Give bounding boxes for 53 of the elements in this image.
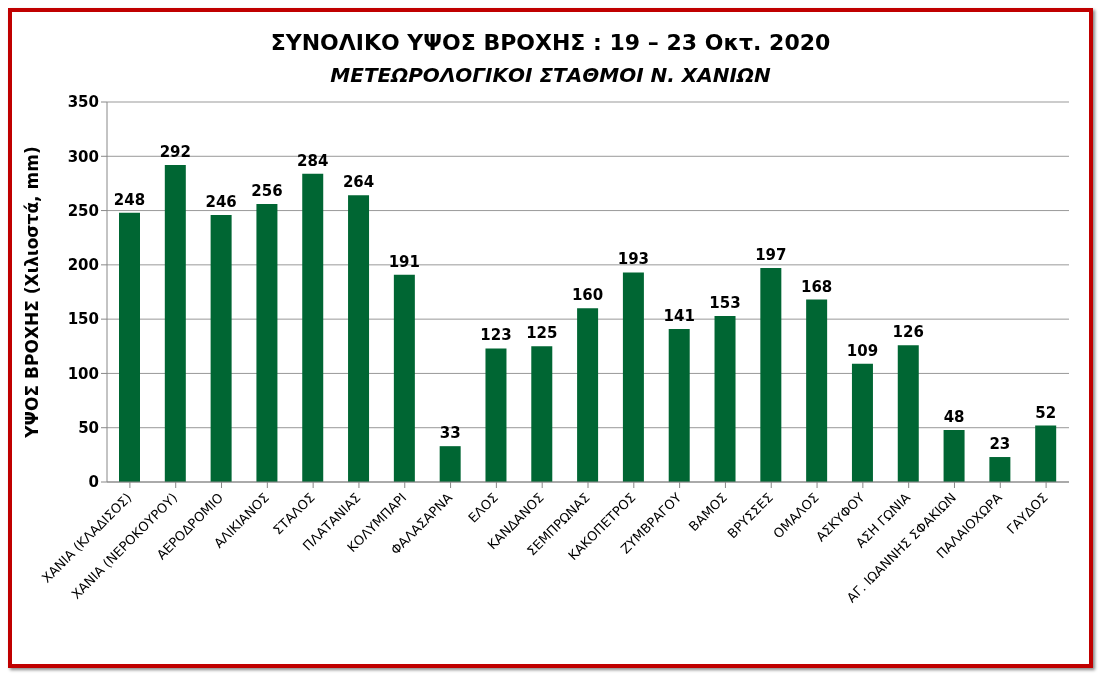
bar xyxy=(485,348,507,482)
bar xyxy=(851,363,873,482)
data-label: 168 xyxy=(800,277,833,296)
y-tick-label: 350 xyxy=(67,93,99,112)
y-axis-title: ΥΨΟΣ ΒΡΟΧΗΣ (Χιλιοστά, mm) xyxy=(22,146,43,439)
y-tick-label: 50 xyxy=(78,419,99,438)
data-label: 23 xyxy=(989,435,1011,454)
bar xyxy=(393,274,415,482)
data-label: 248 xyxy=(113,190,146,209)
bar xyxy=(119,212,140,482)
y-tick-label: 200 xyxy=(67,256,99,275)
data-label: 52 xyxy=(1035,403,1057,422)
bar xyxy=(668,328,690,482)
bar xyxy=(760,268,782,482)
y-tick-label: 0 xyxy=(88,473,99,492)
bar xyxy=(210,214,232,482)
chart-subtitle: ΜΕΤΕΩΡΟΛΟΓΙΚΟΙ ΣΤΑΘΜΟΙ Ν. ΧΑΝΙΩΝ xyxy=(329,63,772,87)
bar xyxy=(943,429,965,482)
bar xyxy=(256,204,278,482)
data-label: 33 xyxy=(439,424,461,443)
y-tick-label: 300 xyxy=(67,147,99,166)
bar xyxy=(164,164,186,482)
data-label: 153 xyxy=(709,293,741,312)
bar xyxy=(577,308,599,482)
bar xyxy=(989,457,1011,482)
data-label: 246 xyxy=(205,192,237,211)
data-label: 292 xyxy=(159,142,191,161)
data-label: 193 xyxy=(617,250,650,269)
data-label: 284 xyxy=(297,151,329,170)
data-label: 160 xyxy=(571,286,604,305)
y-tick-label: 150 xyxy=(67,310,99,329)
y-tick-label: 100 xyxy=(67,364,99,383)
bar xyxy=(302,173,324,482)
y-tick-label: 250 xyxy=(67,201,99,220)
bar xyxy=(439,446,461,482)
chart-title: ΣΥΝΟΛΙΚΟ ΥΨΟΣ ΒΡΟΧΗΣ : 19 – 23 Οκτ. 2020 xyxy=(269,30,832,55)
data-label: 126 xyxy=(892,323,924,342)
data-label: 191 xyxy=(388,252,421,271)
bar xyxy=(1035,425,1057,482)
bar xyxy=(348,195,370,482)
data-label: 48 xyxy=(943,407,965,426)
data-label: 109 xyxy=(846,341,879,360)
bar xyxy=(806,299,828,482)
bar xyxy=(531,346,553,482)
bar xyxy=(714,315,736,482)
bar xyxy=(622,272,644,482)
data-label: 123 xyxy=(480,326,512,345)
data-label: 141 xyxy=(663,306,695,325)
data-label: 256 xyxy=(251,182,283,201)
bar xyxy=(897,345,919,482)
data-label: 125 xyxy=(526,324,558,343)
data-label: 264 xyxy=(342,173,375,192)
data-label: 197 xyxy=(755,246,787,265)
